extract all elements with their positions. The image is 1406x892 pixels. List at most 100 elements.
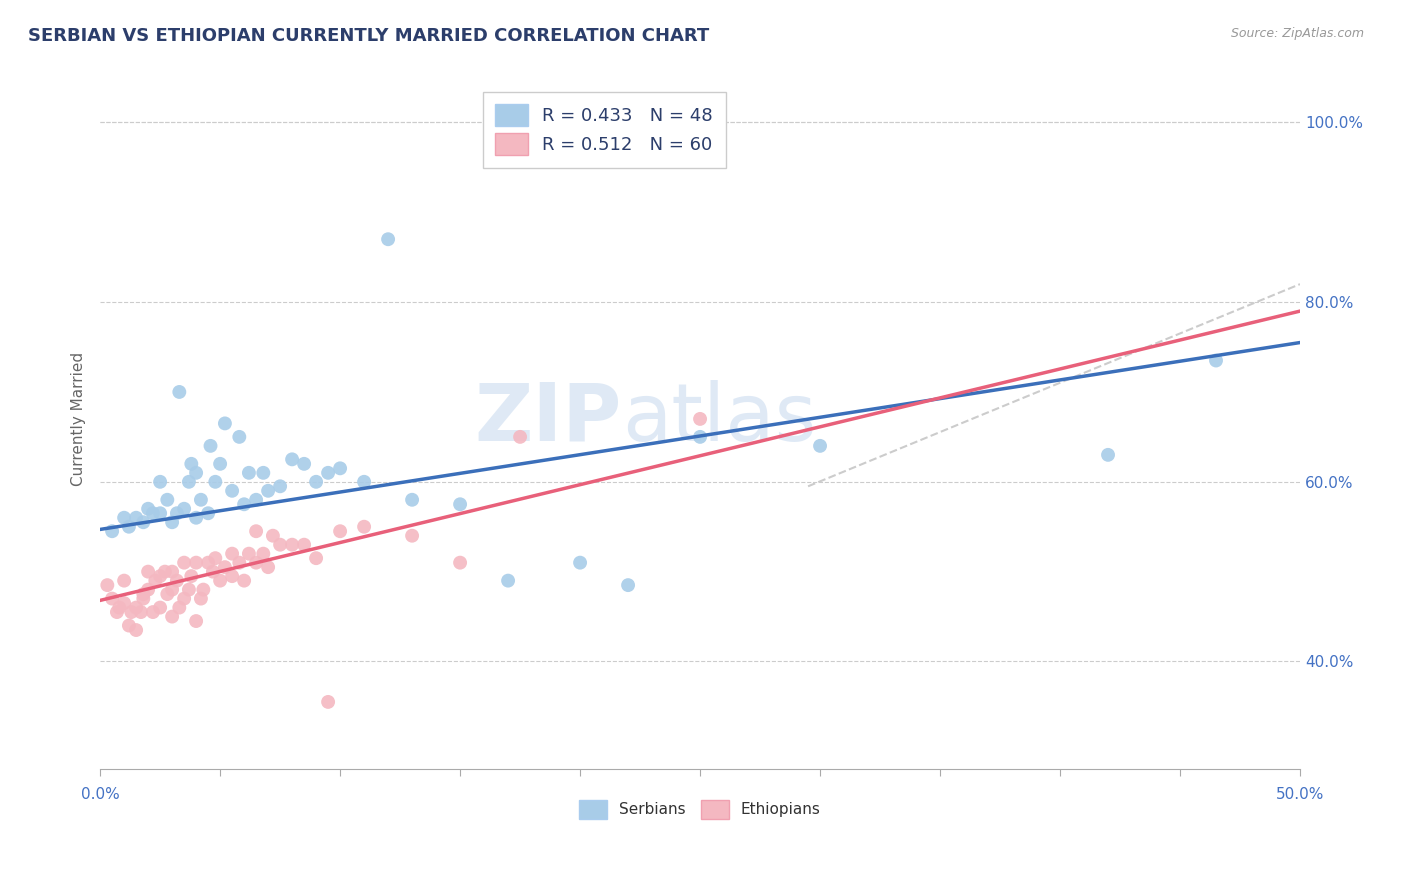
Point: [112, 510, 135, 524]
Point: [292, 457, 315, 471]
Point: [105, 605, 128, 619]
Point: [149, 506, 172, 520]
Point: [257, 560, 280, 574]
Text: ZIP: ZIP: [475, 380, 621, 458]
Point: [316, 695, 339, 709]
Point: [180, 457, 202, 471]
Point: [204, 551, 226, 566]
Point: [1205, 353, 1227, 368]
Point: [160, 609, 183, 624]
Point: [209, 457, 232, 471]
Point: [808, 439, 831, 453]
Point: [180, 569, 202, 583]
Point: [142, 506, 165, 520]
Point: [221, 569, 243, 583]
Point: [617, 578, 640, 592]
Point: [132, 591, 155, 606]
Point: [197, 556, 219, 570]
Point: [112, 574, 135, 588]
Point: [238, 547, 260, 561]
Point: [112, 596, 135, 610]
Point: [228, 556, 250, 570]
Point: [125, 510, 148, 524]
Point: [190, 492, 212, 507]
Point: [449, 556, 471, 570]
Point: [689, 430, 711, 444]
Point: [204, 475, 226, 489]
Point: [209, 574, 232, 588]
Point: [166, 506, 188, 520]
Y-axis label: Currently Married: Currently Married: [72, 351, 86, 486]
Point: [252, 547, 274, 561]
Point: [269, 479, 291, 493]
Point: [101, 591, 124, 606]
Point: [329, 524, 352, 539]
Point: [118, 519, 141, 533]
Point: [233, 574, 256, 588]
Point: [184, 466, 207, 480]
Point: [129, 605, 152, 619]
Point: [153, 565, 176, 579]
Point: [118, 618, 141, 632]
Point: [201, 565, 224, 579]
Point: [257, 483, 280, 498]
Legend: Serbians, Ethiopians: Serbians, Ethiopians: [574, 794, 827, 825]
Point: [1097, 448, 1119, 462]
Point: [160, 515, 183, 529]
Point: [101, 524, 124, 539]
Point: [496, 574, 519, 588]
Text: SERBIAN VS ETHIOPIAN CURRENTLY MARRIED CORRELATION CHART: SERBIAN VS ETHIOPIAN CURRENTLY MARRIED C…: [28, 27, 710, 45]
Text: atlas: atlas: [621, 380, 817, 458]
Point: [156, 492, 179, 507]
Point: [169, 600, 191, 615]
Point: [233, 497, 256, 511]
Point: [132, 515, 155, 529]
Point: [173, 591, 195, 606]
Point: [184, 614, 207, 628]
Point: [177, 475, 200, 489]
Point: [245, 524, 267, 539]
Point: [245, 492, 267, 507]
Point: [166, 574, 188, 588]
Point: [125, 623, 148, 637]
Point: [509, 430, 531, 444]
Point: [136, 501, 159, 516]
Point: [449, 497, 471, 511]
Text: Source: ZipAtlas.com: Source: ZipAtlas.com: [1230, 27, 1364, 40]
Point: [377, 232, 399, 246]
Point: [353, 519, 375, 533]
Point: [401, 529, 423, 543]
Point: [316, 466, 339, 480]
Text: 50.0%: 50.0%: [1275, 788, 1324, 802]
Point: [197, 506, 219, 520]
Point: [305, 475, 328, 489]
Point: [143, 574, 166, 588]
Point: [149, 600, 172, 615]
Point: [221, 547, 243, 561]
Point: [262, 529, 284, 543]
Point: [169, 384, 191, 399]
Point: [401, 492, 423, 507]
Point: [228, 430, 250, 444]
Point: [281, 538, 304, 552]
Point: [96, 578, 118, 592]
Point: [292, 538, 315, 552]
Point: [177, 582, 200, 597]
Point: [108, 600, 131, 615]
Point: [305, 551, 328, 566]
Point: [238, 466, 260, 480]
Point: [214, 560, 236, 574]
Point: [160, 582, 183, 597]
Point: [221, 483, 243, 498]
Point: [173, 501, 195, 516]
Point: [142, 605, 165, 619]
Point: [190, 591, 212, 606]
Point: [569, 556, 592, 570]
Point: [329, 461, 352, 475]
Point: [353, 475, 375, 489]
Point: [136, 565, 159, 579]
Point: [200, 439, 222, 453]
Point: [136, 582, 159, 597]
Point: [160, 565, 183, 579]
Text: 0.0%: 0.0%: [80, 788, 120, 802]
